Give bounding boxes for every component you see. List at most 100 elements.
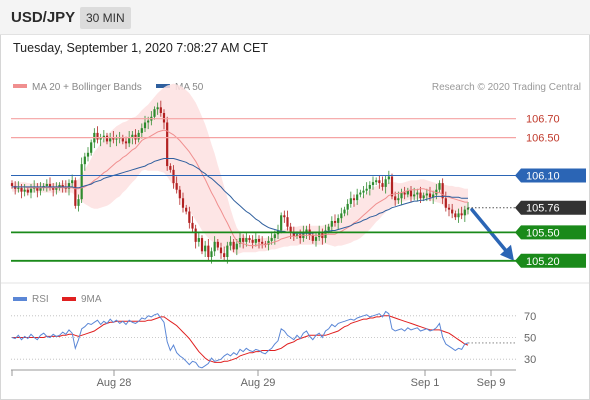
candle-body xyxy=(71,180,74,184)
price-panel xyxy=(10,83,514,264)
candle-body xyxy=(330,221,333,227)
time-axis-label: Sep 9 xyxy=(477,377,506,389)
candle-body xyxy=(10,183,14,186)
rsi-ma-line xyxy=(12,315,469,363)
candle-body xyxy=(67,183,71,189)
candle-body xyxy=(83,156,86,165)
candle-body xyxy=(438,183,441,190)
candle-body xyxy=(128,137,131,144)
candle-body xyxy=(226,245,229,257)
candle-body xyxy=(156,107,159,110)
candle-body xyxy=(124,141,128,144)
ma50-legend-swatch xyxy=(156,84,170,88)
candle-body xyxy=(39,187,42,191)
candle-body xyxy=(223,253,226,257)
rsi-line xyxy=(11,310,469,369)
candle-body xyxy=(178,189,181,199)
candle-body xyxy=(270,238,273,241)
level-tag-105-76: 105.76 xyxy=(515,200,586,215)
candle-body xyxy=(242,238,245,242)
candle-body xyxy=(280,215,283,231)
time-axis-label: Sep 1 xyxy=(411,377,440,389)
candle-body xyxy=(143,122,147,129)
candle-body xyxy=(299,234,302,239)
candle-body xyxy=(378,180,381,184)
candle-body xyxy=(105,135,109,142)
candle-body xyxy=(172,169,175,184)
candle-body xyxy=(416,192,419,195)
candle-body xyxy=(340,213,343,219)
timeframe-badge[interactable]: 30 MIN xyxy=(80,7,131,29)
candle-body xyxy=(390,176,394,197)
candle-body xyxy=(406,190,409,195)
rsi-tick-label: 50 xyxy=(524,333,536,345)
candle-body xyxy=(327,226,330,231)
bollinger-band xyxy=(12,83,468,255)
candle-body xyxy=(289,226,292,233)
candle-body xyxy=(314,237,318,241)
candle-body xyxy=(394,196,397,201)
candle-body xyxy=(362,190,365,193)
ma20-legend-label: MA 20 + Bollinger Bands xyxy=(32,82,142,93)
candle-body xyxy=(235,243,238,250)
candle-body xyxy=(441,183,444,199)
level-tag-105-50: 105.50 xyxy=(515,225,586,240)
credit-label: Research © 2020 Trading Central xyxy=(432,82,581,93)
candle-body xyxy=(29,188,33,193)
candle-body xyxy=(45,184,48,186)
candle-body xyxy=(216,241,219,248)
level-tag-bg xyxy=(515,200,586,215)
candle-body xyxy=(115,138,118,140)
main-legend: MA 20 + Bollinger Bands MA 50 Research ©… xyxy=(13,82,581,93)
candle-body xyxy=(251,239,254,243)
candle-body xyxy=(96,132,99,140)
candle-body xyxy=(413,194,416,197)
candle-body xyxy=(99,137,102,140)
candle-body xyxy=(457,213,460,218)
candle-body xyxy=(17,187,20,189)
ma50-line xyxy=(12,158,468,234)
candle-body xyxy=(181,198,185,208)
candle-body xyxy=(121,137,124,142)
candle-body xyxy=(419,192,422,199)
candle-body xyxy=(432,194,435,198)
header-bar: USD/JPY 30 MIN xyxy=(0,0,590,35)
candle-body xyxy=(381,183,384,187)
candle-body xyxy=(102,135,105,138)
candle-body xyxy=(169,166,172,170)
candle-body xyxy=(238,238,242,244)
candle-body xyxy=(273,234,276,239)
candle-body xyxy=(90,142,93,153)
candle-body xyxy=(447,207,451,210)
report-datetime: Tuesday, September 1, 2020 7:08:27 AM CE… xyxy=(13,41,269,55)
level-label: 106.70 xyxy=(526,114,560,126)
candle-body xyxy=(159,107,162,113)
candle-body xyxy=(219,247,223,254)
candle-body xyxy=(86,152,90,157)
candle-body xyxy=(185,207,188,212)
candle-body xyxy=(337,218,340,223)
candle-body xyxy=(261,241,264,244)
candle-body xyxy=(460,213,463,216)
level-label: 106.10 xyxy=(526,171,560,183)
rsi-tick-label: 30 xyxy=(524,354,536,366)
candle-body xyxy=(213,241,216,252)
candle-body xyxy=(466,207,470,210)
candle-body xyxy=(194,228,197,242)
candle-body xyxy=(232,241,235,250)
candle-body xyxy=(375,180,378,183)
candle-body xyxy=(77,199,80,206)
level-tag-bg xyxy=(515,225,586,240)
candle-body xyxy=(204,245,207,252)
candle-body xyxy=(283,215,286,218)
time-axis: Aug 28 Aug 29 Sep 1 Sep 9 xyxy=(11,369,516,389)
instrument-title: USD/JPY xyxy=(11,9,76,26)
candle-body xyxy=(175,183,178,190)
candle-body xyxy=(286,217,289,227)
time-axis-label: Aug 28 xyxy=(97,377,132,389)
candle-body xyxy=(267,240,270,245)
levels-layer: 106.70 106.50 106.10 105.76 105.50 105.20 xyxy=(11,114,586,268)
candle-body xyxy=(36,186,39,191)
rsi-panel: 70 50 30 xyxy=(11,310,536,369)
